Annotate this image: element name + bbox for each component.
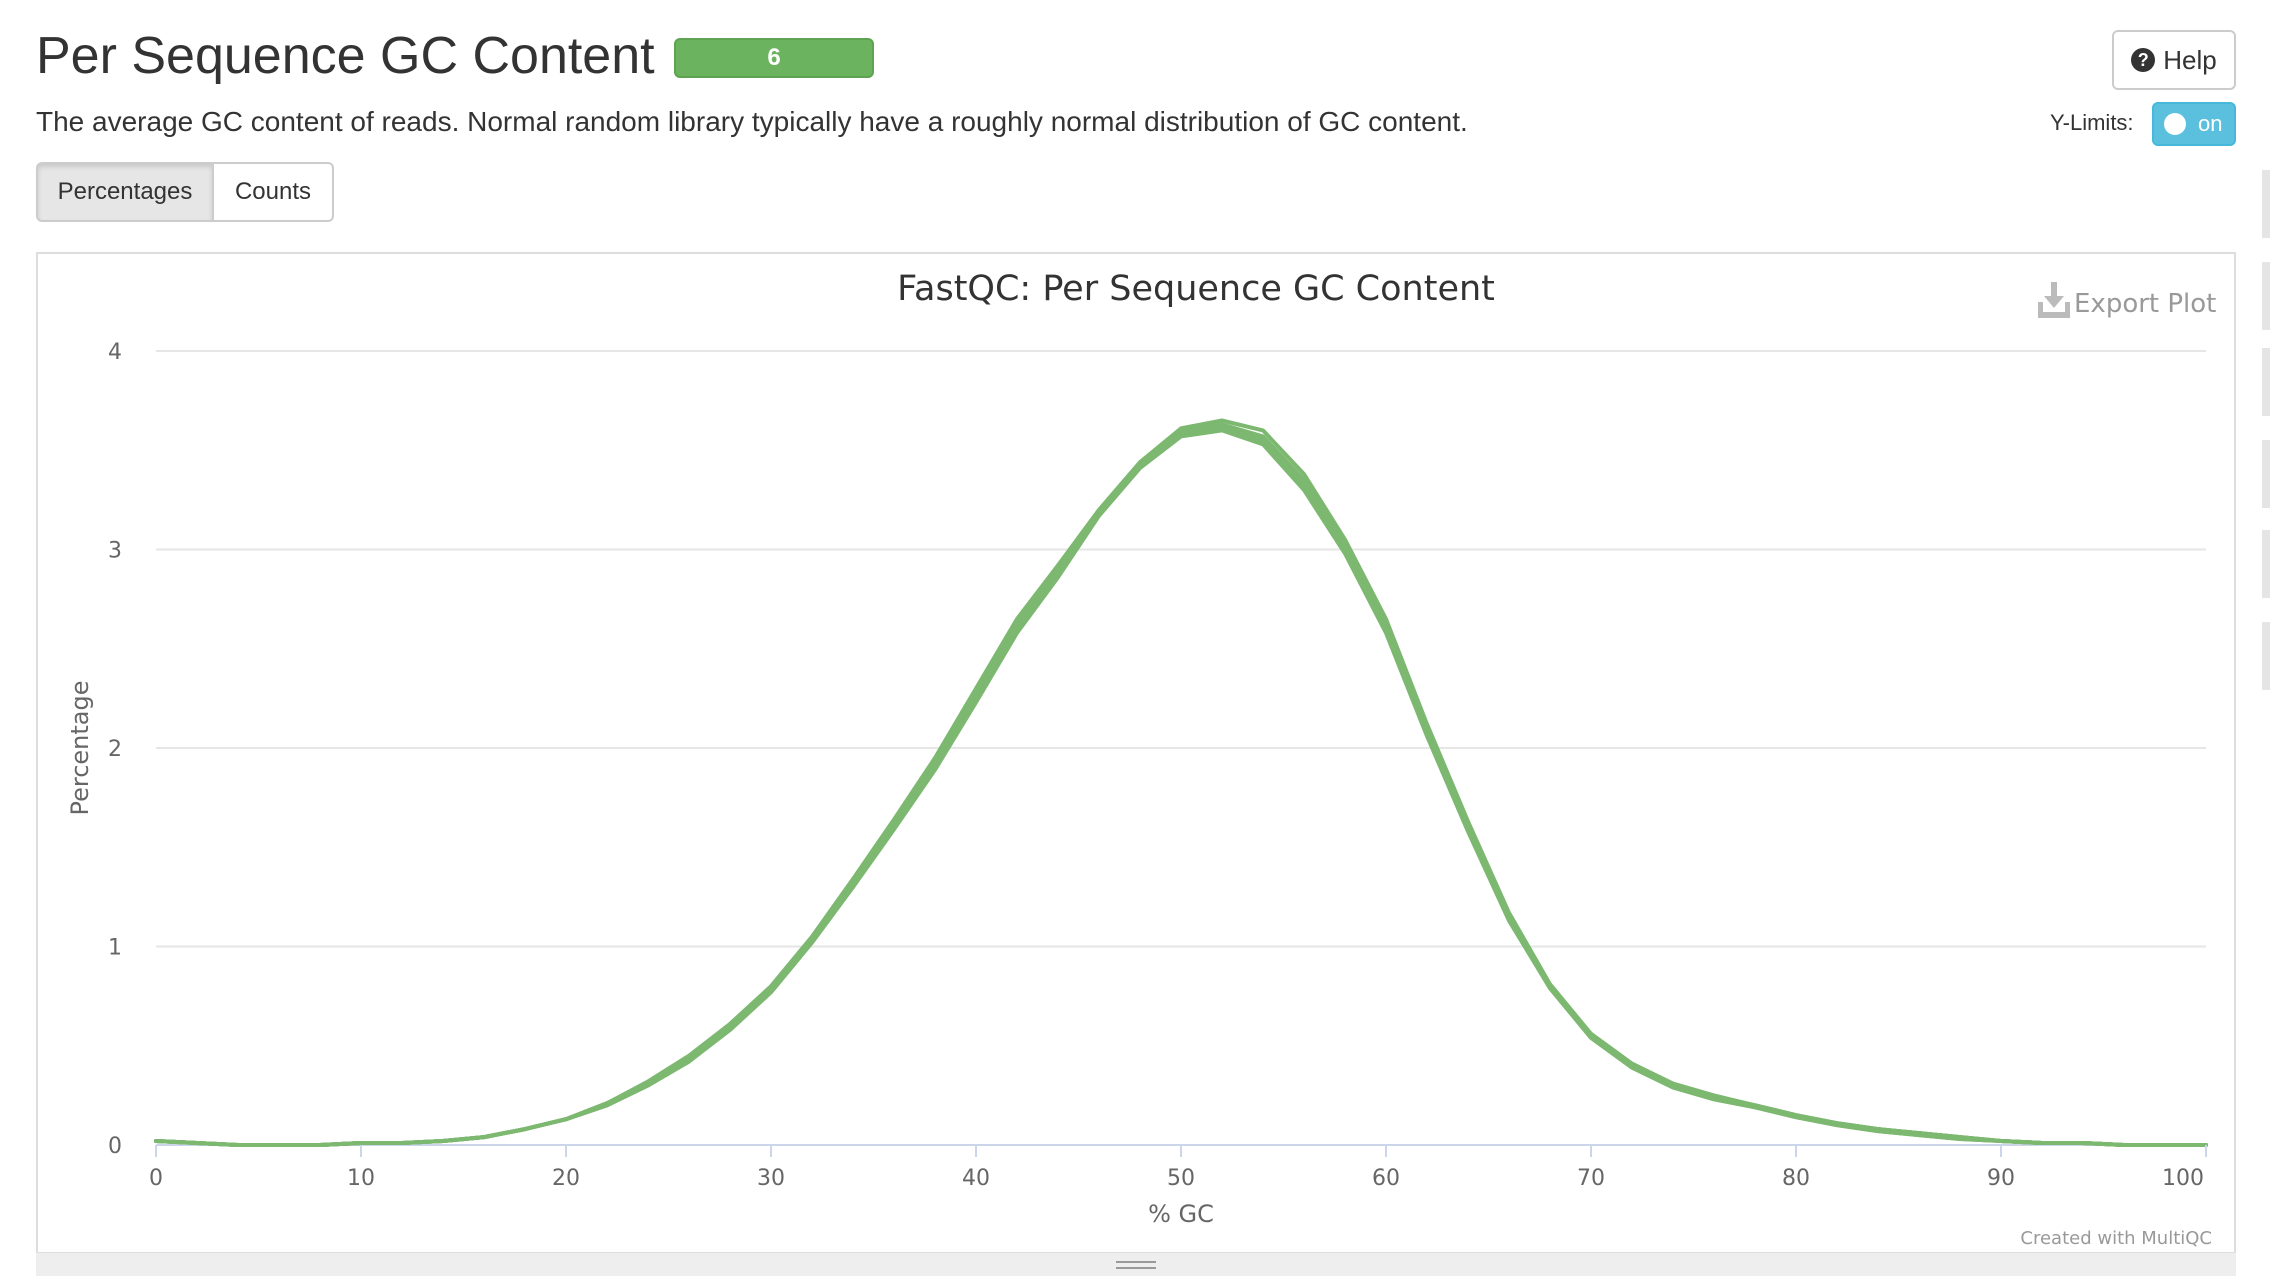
edge-tab[interactable] [2262,440,2270,508]
chart-title: FastQC: Per Sequence GC Content [897,269,1495,309]
toggle-knob [2164,113,2186,135]
plot-container: 0 1 2 3 4 0 10 20 30 40 50 60 70 80 90 100% GC Percentag… [36,252,2236,1276]
section-description: The average GC content of reads. Normal … [36,106,1468,137]
series-line-2 [154,418,2208,1147]
export-plot-button[interactable]: Export Plot [2038,282,2216,319]
y-axis-label: Percentage [66,680,94,815]
ylimits-label: Y-Limits: [2050,110,2134,135]
edge-tab[interactable] [2262,170,2270,238]
y-tick-label: 1 [108,936,122,961]
y-tick-label: 0 [108,1134,122,1159]
x-tick-label: 60 [1372,1166,1400,1191]
series-line-6 [154,426,2208,1147]
edge-tab[interactable] [2262,262,2270,330]
x-tick-label: 0 [149,1166,163,1191]
x-tick-label: 20 [552,1166,580,1191]
y-tick-label: 2 [108,737,122,762]
help-button[interactable]: ? Help [2112,30,2236,90]
credit-text: Created with MultiQC [2020,1228,2212,1249]
x-tick-label: 100 [2162,1166,2204,1191]
x-tick-label: 70 [1577,1166,1605,1191]
edge-tab[interactable] [2262,348,2270,416]
sample-count-badge: 6 [674,38,874,78]
series-lines [154,418,2208,1147]
export-plot-label: Export Plot [2074,289,2216,319]
edge-tab[interactable] [2262,530,2270,598]
tab-counts[interactable]: Counts [214,162,334,222]
series-line-1 [154,426,2208,1147]
ylimits-toggle[interactable]: on [2152,102,2236,146]
y-tick-label: 3 [108,539,122,564]
plot-resize-handle[interactable] [36,1252,2236,1276]
x-axis-label: % GC [1148,1200,1214,1228]
help-label: Help [2163,44,2217,75]
series-line-5 [154,424,2208,1147]
grip-icon [1116,1260,1156,1269]
y-tick-label: 4 [108,340,122,365]
x-tick-label: 90 [1987,1166,2015,1191]
series-line-4 [154,422,2208,1147]
tab-percentages[interactable]: Percentages [36,162,214,222]
data-view-switch: Percentages Counts [36,162,334,222]
x-tick-label: 50 [1167,1166,1195,1191]
grid-lines [156,350,2206,1146]
section-title: Per Sequence GC Content [36,27,655,85]
edge-tab[interactable] [2262,622,2270,690]
x-tick-label: 30 [757,1166,785,1191]
x-tick-label: 10 [347,1166,375,1191]
x-tick-label: 40 [962,1166,990,1191]
download-icon [2038,282,2070,318]
x-tick-label: 80 [1782,1166,1810,1191]
question-circle-icon: ? [2131,48,2156,72]
ylimits-state: on [2198,111,2223,136]
series-line-3 [154,428,2208,1147]
